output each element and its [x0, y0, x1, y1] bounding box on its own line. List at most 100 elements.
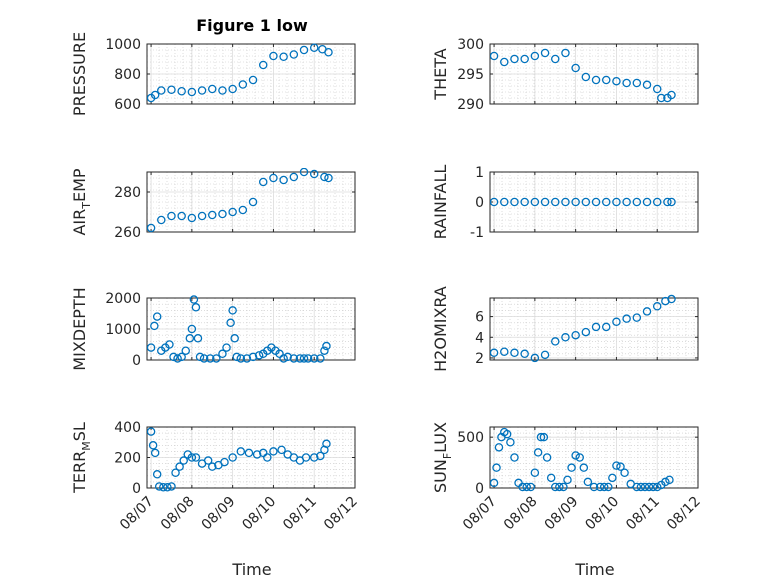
x-tick-label: 08/12	[664, 494, 704, 534]
x-tick-label: 08/07	[117, 494, 157, 534]
data-point	[289, 354, 299, 363]
data-point	[510, 348, 519, 358]
data-point	[181, 346, 190, 355]
data-point	[604, 482, 613, 492]
data-point	[157, 215, 166, 225]
y-tick-label: 800	[114, 67, 141, 83]
data-point	[316, 451, 325, 461]
data-point	[490, 51, 499, 61]
data-point	[652, 302, 662, 311]
data-point	[152, 312, 162, 321]
plot-area	[490, 298, 698, 360]
y-axis-label-subscript: F	[441, 453, 454, 459]
y-tick-label: 295	[457, 67, 484, 83]
data-point	[632, 197, 642, 207]
data-point	[536, 432, 546, 442]
y-tick-label: 0	[475, 481, 484, 497]
data-point	[263, 453, 272, 462]
data-point	[559, 482, 568, 492]
data-point	[530, 468, 540, 477]
data-point	[320, 172, 329, 182]
data-point	[279, 52, 288, 62]
data-point	[199, 354, 209, 363]
x-tick-label: 08/12	[321, 494, 361, 534]
series-mixdepth	[147, 295, 331, 363]
y-tick-label: 4	[475, 330, 484, 346]
data-point	[258, 177, 268, 187]
axes-box	[489, 297, 699, 361]
data-point	[309, 169, 319, 179]
data-point	[530, 353, 540, 363]
data-point	[563, 475, 572, 485]
data-point	[612, 461, 621, 470]
x-tick-label: 08/10	[239, 494, 279, 534]
panel-terr-msl: 0 200 400 08/07 08/08 08/09 08/10 08/11 08/12 TER…	[70, 420, 361, 533]
data-point	[490, 197, 499, 207]
data-point	[205, 354, 215, 363]
y-tick-label: 1	[475, 165, 484, 181]
data-point	[159, 482, 168, 492]
data-point	[663, 197, 672, 207]
data-point	[316, 354, 325, 363]
axes-box	[146, 171, 356, 233]
data-point	[218, 349, 227, 359]
data-point	[269, 173, 278, 183]
data-point	[539, 432, 549, 442]
data-point	[179, 456, 188, 465]
panel-sun-flux: 0 500 08/07 08/08 08/09 08/10 08/11 08/12 SUNFLU…	[431, 422, 704, 533]
axes-box	[489, 426, 699, 489]
data-point	[187, 87, 197, 97]
data-point	[583, 477, 593, 487]
data-point	[299, 45, 309, 55]
data-point	[661, 477, 670, 487]
panel-theta: 290 295 300 THETA	[431, 37, 699, 113]
y-axis-label: THETA	[431, 48, 450, 100]
data-point	[636, 482, 646, 492]
data-point	[322, 439, 331, 449]
data-point	[561, 48, 570, 58]
data-point	[167, 85, 176, 95]
y-axis-label-main: THETA	[431, 48, 450, 100]
data-point	[222, 343, 231, 352]
data-point	[581, 72, 591, 82]
data-point	[218, 86, 227, 95]
data-point	[197, 86, 207, 95]
data-point	[510, 453, 519, 462]
data-point	[309, 453, 319, 462]
x-tick-label: 08/09	[542, 494, 582, 534]
data-point	[652, 482, 662, 492]
y-tick-label: 1000	[105, 37, 141, 53]
data-point	[324, 173, 333, 183]
data-point	[228, 84, 237, 94]
data-point	[203, 456, 213, 465]
data-point	[601, 197, 611, 207]
x-axis-label-left: Time	[231, 560, 271, 579]
y-axis-label-main: MIXDEPTH	[70, 287, 89, 370]
data-point	[169, 352, 178, 362]
y-axis-label: RAINFALL	[431, 165, 450, 240]
data-point	[254, 351, 264, 360]
data-point	[173, 354, 182, 363]
data-point	[667, 90, 676, 100]
data-point	[551, 482, 560, 492]
y-axis-label: SUNFLUX	[431, 422, 454, 493]
data-point	[622, 314, 631, 323]
data-point	[248, 352, 258, 362]
y-axis-label-tail: LUX	[431, 422, 450, 453]
data-point	[667, 197, 676, 207]
data-point	[208, 462, 217, 471]
data-point	[299, 354, 309, 363]
data-point	[189, 295, 199, 304]
x-tick-label: 08/08	[501, 494, 541, 534]
data-point	[608, 473, 617, 483]
data-point	[640, 482, 650, 492]
data-point	[632, 313, 642, 322]
data-point	[248, 75, 258, 85]
data-point	[500, 197, 509, 207]
y-tick-label: 600	[114, 97, 141, 113]
data-point	[195, 352, 205, 362]
y-axis-label: AIRTEMP	[70, 168, 93, 235]
series-air-temp	[147, 168, 333, 233]
data-point	[208, 210, 217, 220]
y-tick-label: 6	[475, 310, 484, 326]
